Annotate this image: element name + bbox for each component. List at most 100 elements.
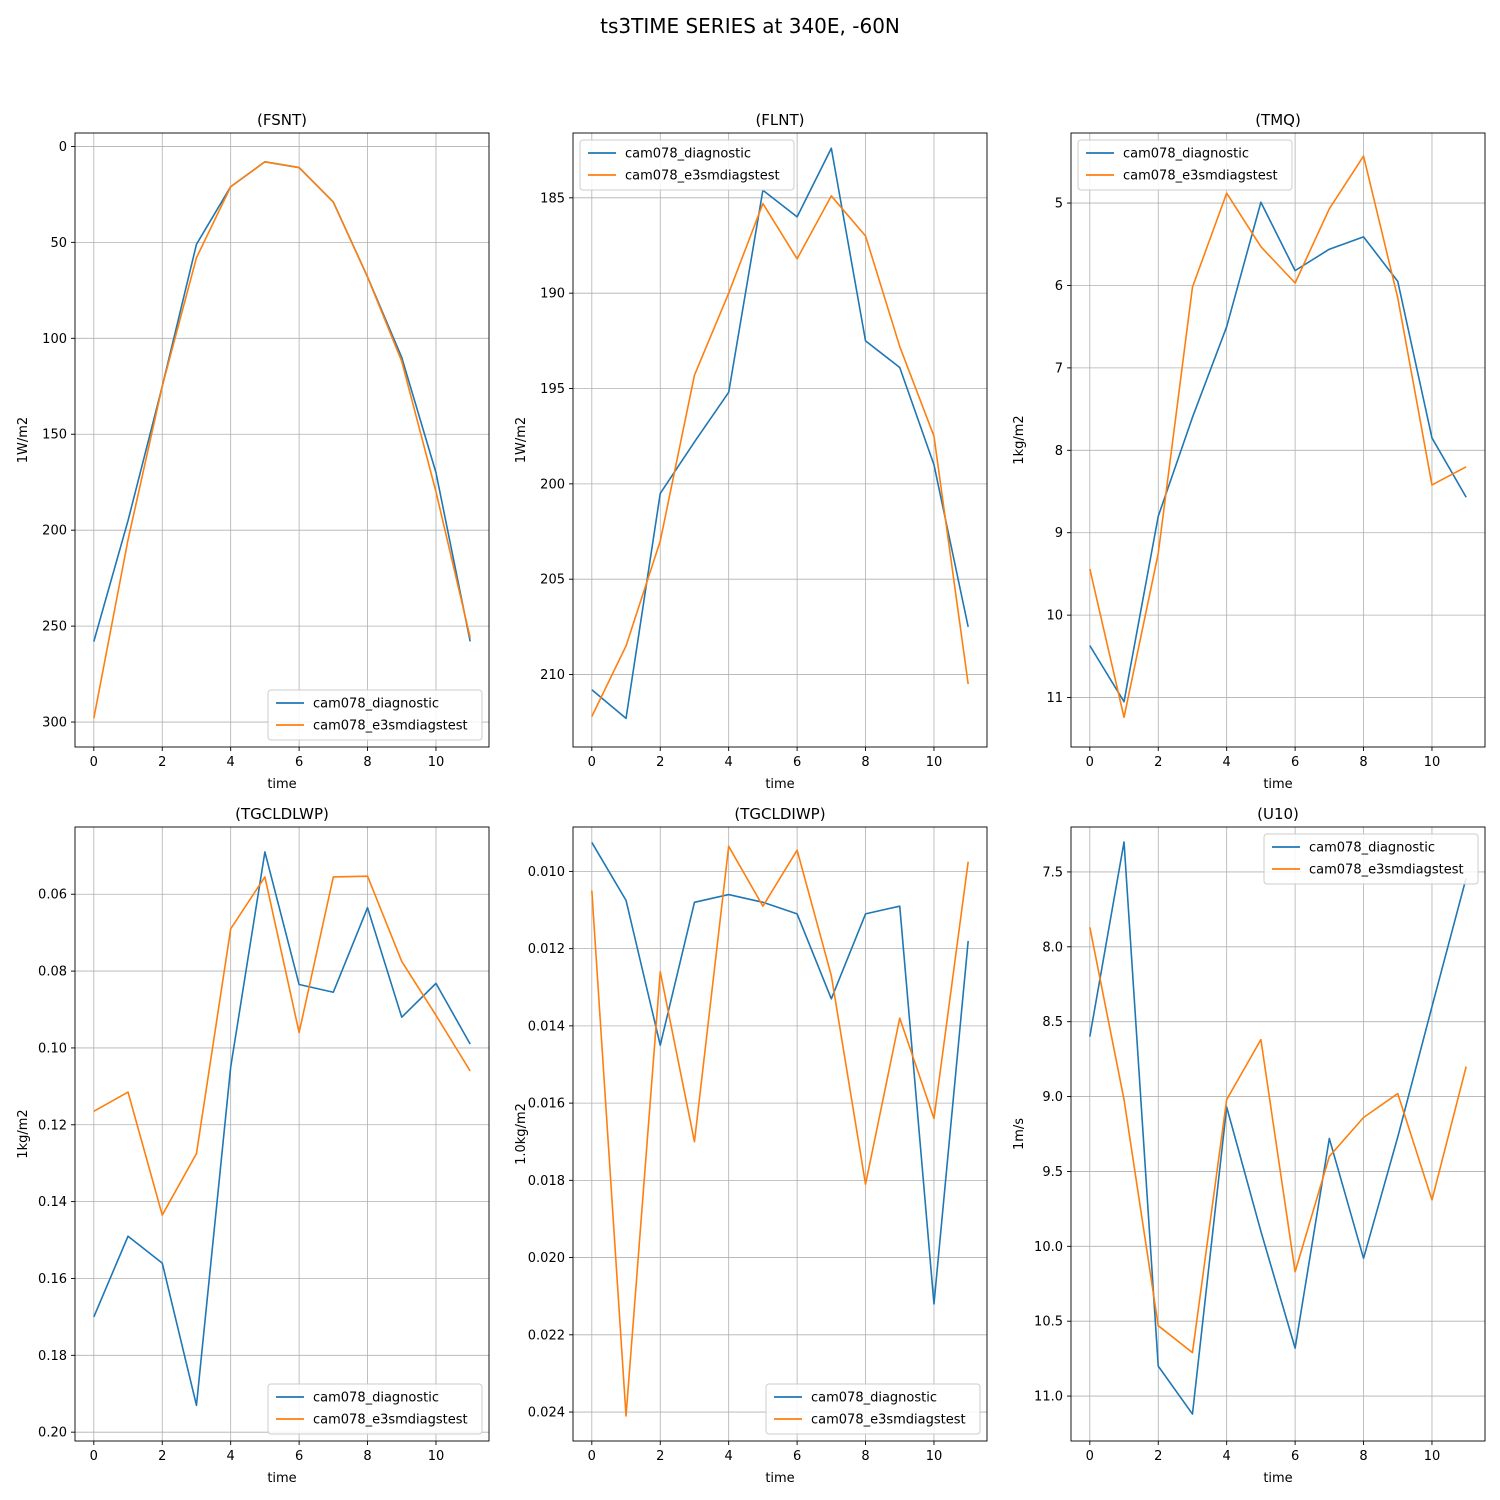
series-line-0 (93, 160, 471, 642)
y-tick-label: 100 (42, 332, 67, 347)
legend: cam078_diagnostic cam078_e3smdiagstest (765, 1383, 981, 1435)
y-tick-label: 0.06 (38, 888, 67, 903)
x-tick-label: 10 (1424, 755, 1441, 770)
x-axis-label: time (267, 777, 296, 792)
x-tick-label: 2 (158, 755, 166, 770)
y-tick-label: 210 (540, 668, 565, 683)
y-tick-label: 190 (540, 287, 565, 302)
x-tick-label: 6 (793, 755, 801, 770)
series-line-0 (591, 842, 969, 1305)
legend-box (579, 139, 795, 191)
series-line-1 (93, 875, 471, 1216)
y-axis-label: 1W/m2 (514, 417, 529, 463)
y-tick-label: 9 (1055, 526, 1063, 541)
legend-box (267, 689, 483, 741)
legend-label-1: cam078_e3smdiagstest (1309, 863, 1464, 878)
x-tick-label: 2 (1154, 1449, 1162, 1464)
legend-label-0: cam078_diagnostic (313, 1391, 439, 1406)
y-tick-label: 0 (59, 140, 67, 155)
subplot-title: (U10) (1257, 805, 1299, 823)
x-tick-label: 4 (227, 1449, 235, 1464)
y-tick-label: 8.5 (1042, 1015, 1063, 1030)
y-tick-label: 6 (1055, 279, 1063, 294)
y-tick-label: 205 (540, 573, 565, 588)
x-tick-label: 8 (861, 1449, 869, 1464)
y-tick-label: 0.10 (38, 1041, 67, 1056)
y-tick-label: 250 (42, 620, 67, 635)
y-tick-label: 7.5 (1042, 865, 1063, 880)
y-tick-label: 200 (540, 477, 565, 492)
y-axis-label: 1m/s (1012, 1118, 1027, 1150)
legend: cam078_diagnostic cam078_e3smdiagstest (579, 139, 795, 191)
series-line-1 (93, 160, 471, 719)
x-tick-label: 10 (428, 755, 445, 770)
subplot-2: 0 2 4 6 8 10 5 6 7 8 9 10 11 (TMQ) time 1kg/m2 cam078_di… (1012, 111, 1486, 792)
legend-box (1077, 139, 1293, 191)
y-tick-label: 8 (1055, 444, 1063, 459)
axes-frame (1070, 826, 1486, 1442)
y-tick-label: 9.0 (1042, 1090, 1063, 1105)
y-tick-label: 185 (540, 191, 565, 206)
x-tick-label: 4 (1223, 755, 1231, 770)
legend-label-1: cam078_e3smdiagstest (625, 169, 780, 184)
x-tick-label: 4 (1223, 1449, 1231, 1464)
x-tick-label: 8 (1359, 1449, 1367, 1464)
y-tick-label: 150 (42, 428, 67, 443)
y-tick-label: 200 (42, 524, 67, 539)
legend-label-0: cam078_diagnostic (1309, 841, 1435, 856)
y-tick-label: 50 (50, 236, 67, 251)
series-line-1 (591, 845, 969, 1417)
axes-frame (74, 826, 490, 1442)
legend-label-0: cam078_diagnostic (811, 1391, 937, 1406)
subplot-title: (FLNT) (755, 111, 804, 129)
x-tick-label: 8 (861, 755, 869, 770)
y-axis-label: 1W/m2 (16, 417, 31, 463)
y-tick-label: 10.0 (1034, 1240, 1063, 1255)
x-tick-label: 2 (1154, 755, 1162, 770)
series-line-0 (1089, 201, 1467, 703)
x-tick-label: 10 (1424, 1449, 1441, 1464)
axes-frame (572, 826, 988, 1442)
y-tick-label: 8.0 (1042, 940, 1063, 955)
y-tick-label: 0.018 (528, 1174, 565, 1189)
x-axis-label: time (1263, 1471, 1292, 1486)
y-tick-label: 0.16 (38, 1272, 67, 1287)
legend-label-0: cam078_diagnostic (313, 697, 439, 712)
y-tick-label: 300 (42, 716, 67, 731)
subplot-title: (TGCLDIWP) (734, 805, 825, 823)
x-tick-label: 8 (363, 1449, 371, 1464)
axes-frame (572, 132, 988, 748)
legend-label-1: cam078_e3smdiagstest (313, 719, 468, 734)
x-tick-label: 6 (793, 1449, 801, 1464)
x-tick-label: 6 (1291, 755, 1299, 770)
x-tick-label: 10 (926, 1449, 943, 1464)
subplot-title: (FSNT) (257, 111, 307, 129)
series-line-1 (1089, 155, 1467, 719)
y-tick-label: 11.0 (1034, 1390, 1063, 1405)
y-axis-label: 1.0kg/m2 (514, 1103, 529, 1165)
axes-frame (1070, 132, 1486, 748)
subplot-0: 0 2 4 6 8 10050100150200250300(FSNT)time1W/m2… (16, 111, 490, 792)
x-tick-label: 0 (588, 755, 596, 770)
legend-label-1: cam078_e3smdiagstest (811, 1413, 966, 1428)
x-tick-label: 4 (725, 755, 733, 770)
x-tick-label: 6 (295, 755, 303, 770)
y-tick-label: 0.20 (38, 1426, 67, 1441)
series-line-1 (1089, 927, 1467, 1354)
x-tick-label: 8 (1359, 755, 1367, 770)
subplot-3: 0 2 4 6 8 10 0.06 0.08 0.10 0.12 0.14 0.16 0.18 0.20 (… (16, 805, 490, 1486)
subplot-5: 0 2 4 6 8 10 7.5 8.0 8.5 9.0 9.5 10.0 10.5 11.0 (U10) t… (1012, 805, 1486, 1486)
y-tick-label: 0.012 (528, 942, 565, 957)
series-line-0 (591, 147, 969, 720)
x-tick-label: 6 (295, 1449, 303, 1464)
legend: cam078_diagnostic cam078_e3smdiagstest (267, 1383, 483, 1435)
y-tick-label: 0.14 (38, 1195, 67, 1210)
y-tick-label: 195 (540, 382, 565, 397)
figure-title: ts3TIME SERIES at 340E, -60N (600, 14, 900, 38)
x-axis-label: time (765, 1471, 794, 1486)
subplot-1: 0 2 4 6 8 10 185 190 195 200 205 210 (FLNT) time 1W/m2… (514, 111, 988, 792)
x-tick-label: 0 (90, 755, 98, 770)
legend-label-1: cam078_e3smdiagstest (1123, 169, 1278, 184)
legend-box (1263, 833, 1479, 885)
